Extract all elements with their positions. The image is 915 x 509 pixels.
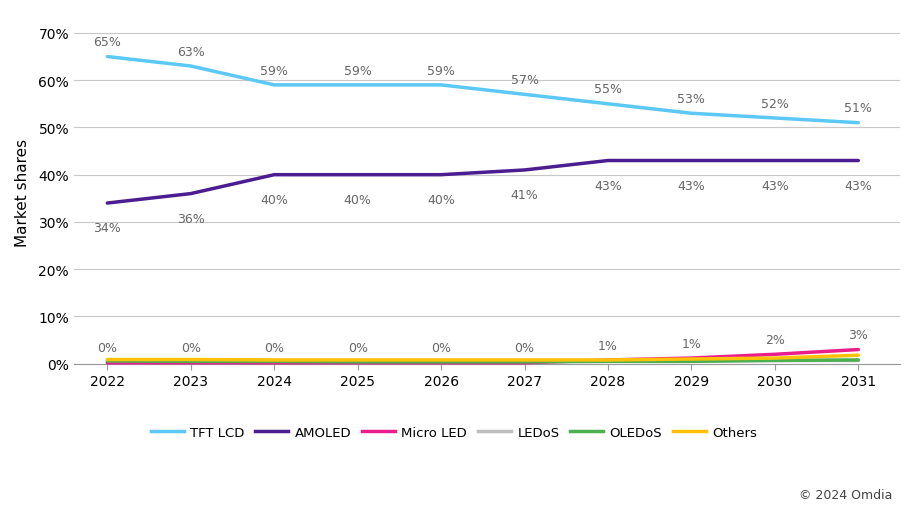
Text: 59%: 59% bbox=[344, 65, 371, 77]
Text: 2%: 2% bbox=[765, 333, 785, 346]
Text: 57%: 57% bbox=[511, 74, 539, 87]
Text: 0%: 0% bbox=[431, 342, 451, 355]
Legend: TFT LCD, AMOLED, Micro LED, LEDoS, OLEDoS, Others: TFT LCD, AMOLED, Micro LED, LEDoS, OLEDo… bbox=[145, 420, 762, 444]
Text: 0%: 0% bbox=[181, 342, 200, 355]
Text: 63%: 63% bbox=[177, 46, 205, 59]
Text: 0%: 0% bbox=[264, 342, 285, 355]
Text: 59%: 59% bbox=[260, 65, 288, 77]
Text: 52%: 52% bbox=[761, 97, 789, 110]
Text: 1%: 1% bbox=[598, 339, 618, 352]
Text: 43%: 43% bbox=[594, 179, 622, 192]
Text: 0%: 0% bbox=[514, 342, 534, 355]
Text: 43%: 43% bbox=[677, 179, 705, 192]
Text: 3%: 3% bbox=[848, 329, 868, 342]
Text: 55%: 55% bbox=[594, 83, 622, 96]
Text: 1%: 1% bbox=[682, 337, 701, 350]
Text: 59%: 59% bbox=[427, 65, 455, 77]
Text: 40%: 40% bbox=[344, 193, 371, 206]
Text: 53%: 53% bbox=[677, 93, 705, 106]
Text: 40%: 40% bbox=[260, 193, 288, 206]
Text: 40%: 40% bbox=[427, 193, 455, 206]
Text: 0%: 0% bbox=[348, 342, 368, 355]
Text: 36%: 36% bbox=[177, 212, 205, 225]
Y-axis label: Market shares: Market shares bbox=[15, 139, 30, 247]
Text: 43%: 43% bbox=[761, 179, 789, 192]
Text: 65%: 65% bbox=[93, 36, 122, 49]
Text: © 2024 Omdia: © 2024 Omdia bbox=[799, 489, 892, 501]
Text: 41%: 41% bbox=[511, 189, 538, 202]
Text: 43%: 43% bbox=[845, 179, 872, 192]
Text: 0%: 0% bbox=[97, 342, 117, 355]
Text: 51%: 51% bbox=[845, 102, 872, 115]
Text: 34%: 34% bbox=[93, 221, 121, 235]
